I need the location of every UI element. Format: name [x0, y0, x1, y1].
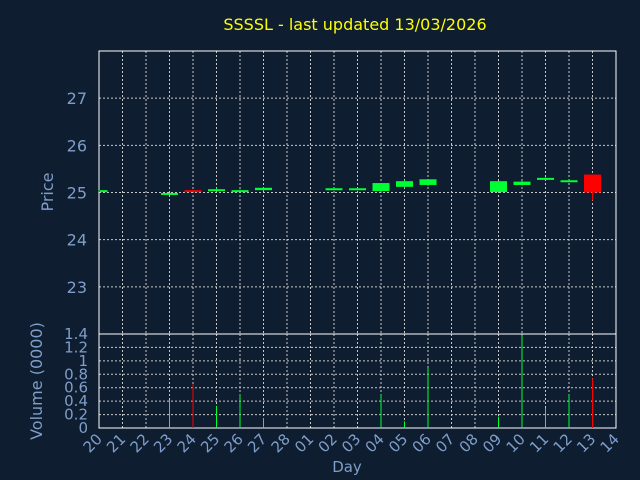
price-tick-label: 23 — [67, 278, 87, 297]
volume-bar — [216, 406, 217, 428]
volume-panel-frame — [99, 334, 616, 428]
price-tick-label: 24 — [67, 231, 87, 250]
x-tick-label: 11 — [526, 430, 552, 456]
x-tick-label: 07 — [432, 430, 458, 456]
candle-body — [396, 181, 413, 187]
x-tick-label: 09 — [479, 430, 505, 456]
candle-body — [100, 190, 108, 192]
x-tick-label: 24 — [174, 430, 200, 456]
volume-bar — [404, 421, 405, 428]
chart-title: SSSSL - last updated 13/03/2026 — [223, 15, 486, 34]
x-tick-label: 21 — [103, 430, 129, 456]
candle-body — [373, 183, 390, 191]
x-tick-label: 12 — [550, 430, 576, 456]
volume-bar — [522, 335, 523, 428]
price-axis-label: Price — [38, 172, 57, 211]
candle-body — [537, 178, 554, 180]
x-tick-label: 02 — [315, 430, 341, 456]
volume-bar — [169, 400, 170, 428]
candle-body — [349, 188, 366, 190]
volume-bar — [569, 394, 570, 428]
x-tick-label: 03 — [338, 430, 364, 456]
x-tick-label: 04 — [362, 430, 388, 456]
price-tick-label: 26 — [67, 136, 87, 155]
price-tick-label: 25 — [67, 184, 87, 203]
volume-bar — [592, 378, 593, 428]
volume-tick-label: 1.4 — [64, 325, 88, 343]
x-axis: 2021222324252627280102030405060708091011… — [80, 430, 623, 456]
x-tick-label: 26 — [221, 430, 247, 456]
x-tick-label: 06 — [409, 430, 435, 456]
x-tick-label: 10 — [503, 430, 529, 456]
candle-body — [584, 175, 601, 193]
candle-body — [161, 193, 178, 195]
candle-body — [208, 189, 225, 191]
volume-axis-label: Volume (0000) — [27, 322, 46, 440]
volume-bar — [263, 418, 264, 428]
x-tick-label: 23 — [150, 430, 176, 456]
candle-body — [420, 179, 437, 185]
volume-bar — [545, 408, 546, 428]
x-tick-label: 08 — [456, 430, 482, 456]
price-panel: 23 24 25 26 27 — [67, 51, 616, 334]
candle-body — [232, 190, 249, 192]
candle-body — [255, 188, 272, 190]
volume-bar — [240, 394, 241, 428]
volume-panel: 00.20.40.60.811.21.4 — [64, 325, 616, 437]
x-tick-label: 14 — [597, 430, 623, 456]
price-tick-label: 27 — [67, 89, 87, 108]
volume-bar — [498, 417, 499, 428]
volume-bar — [381, 394, 382, 428]
candle-body — [185, 190, 202, 192]
x-tick-label: 25 — [197, 430, 223, 456]
candle-body — [514, 182, 531, 185]
x-tick-label: 01 — [291, 430, 317, 456]
candle-body — [326, 188, 343, 190]
volume-bar — [428, 368, 429, 428]
volume-bar — [193, 384, 194, 428]
x-tick-label: 28 — [268, 430, 294, 456]
x-axis-label: Day — [332, 458, 362, 476]
candle-body — [561, 180, 578, 182]
x-tick-label: 27 — [244, 430, 270, 456]
x-tick-label: 13 — [573, 430, 599, 456]
x-tick-label: 05 — [385, 430, 411, 456]
x-tick-label: 22 — [127, 430, 153, 456]
candle-body — [490, 181, 507, 192]
